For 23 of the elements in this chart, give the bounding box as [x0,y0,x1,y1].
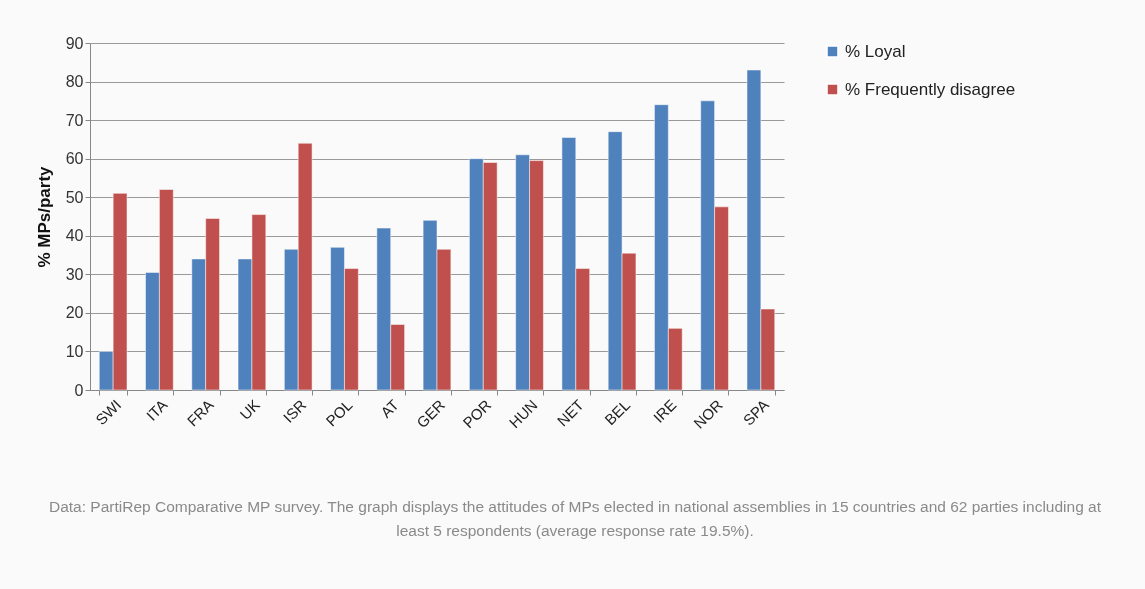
x-tick-label: ITA [142,396,171,424]
y-tick-label: 50 [65,188,84,206]
x-tick-label: IRE [649,396,680,426]
x-tick-label: UK [236,396,264,423]
y-tick-label: 10 [65,342,84,360]
x-tick-label: BEL [601,396,634,429]
x-tick-label: SPA [739,396,772,429]
y-tick-label: 70 [65,111,84,129]
y-tick-label: 0 [74,381,84,399]
x-tick-label: POL [322,396,356,430]
y-tick-label: 90 [65,34,84,52]
y-tick-label: 30 [65,265,84,283]
y-tick-label: 80 [65,73,84,91]
text: Data: PartiRep Comparative MP survey. The graph displays the attitudes of MPs elected in national assemblies in 15 countries and 62 parties including at least 5 respondents (average response rate 19.5%). [48,497,1102,541]
y-tick-label: 60 [65,150,84,168]
y-tick-label: 40 [65,227,84,245]
x-tick-label: ISR [279,395,310,426]
y-tick-label: 20 [65,304,84,322]
x-tick-label: AT [377,396,402,421]
x-tick-label: SWI [92,396,125,429]
y-axis-title: % MPs/party [34,165,54,268]
legend-label: % Loyal [845,41,906,61]
legend-label: % Frequently disagree [845,79,1016,99]
